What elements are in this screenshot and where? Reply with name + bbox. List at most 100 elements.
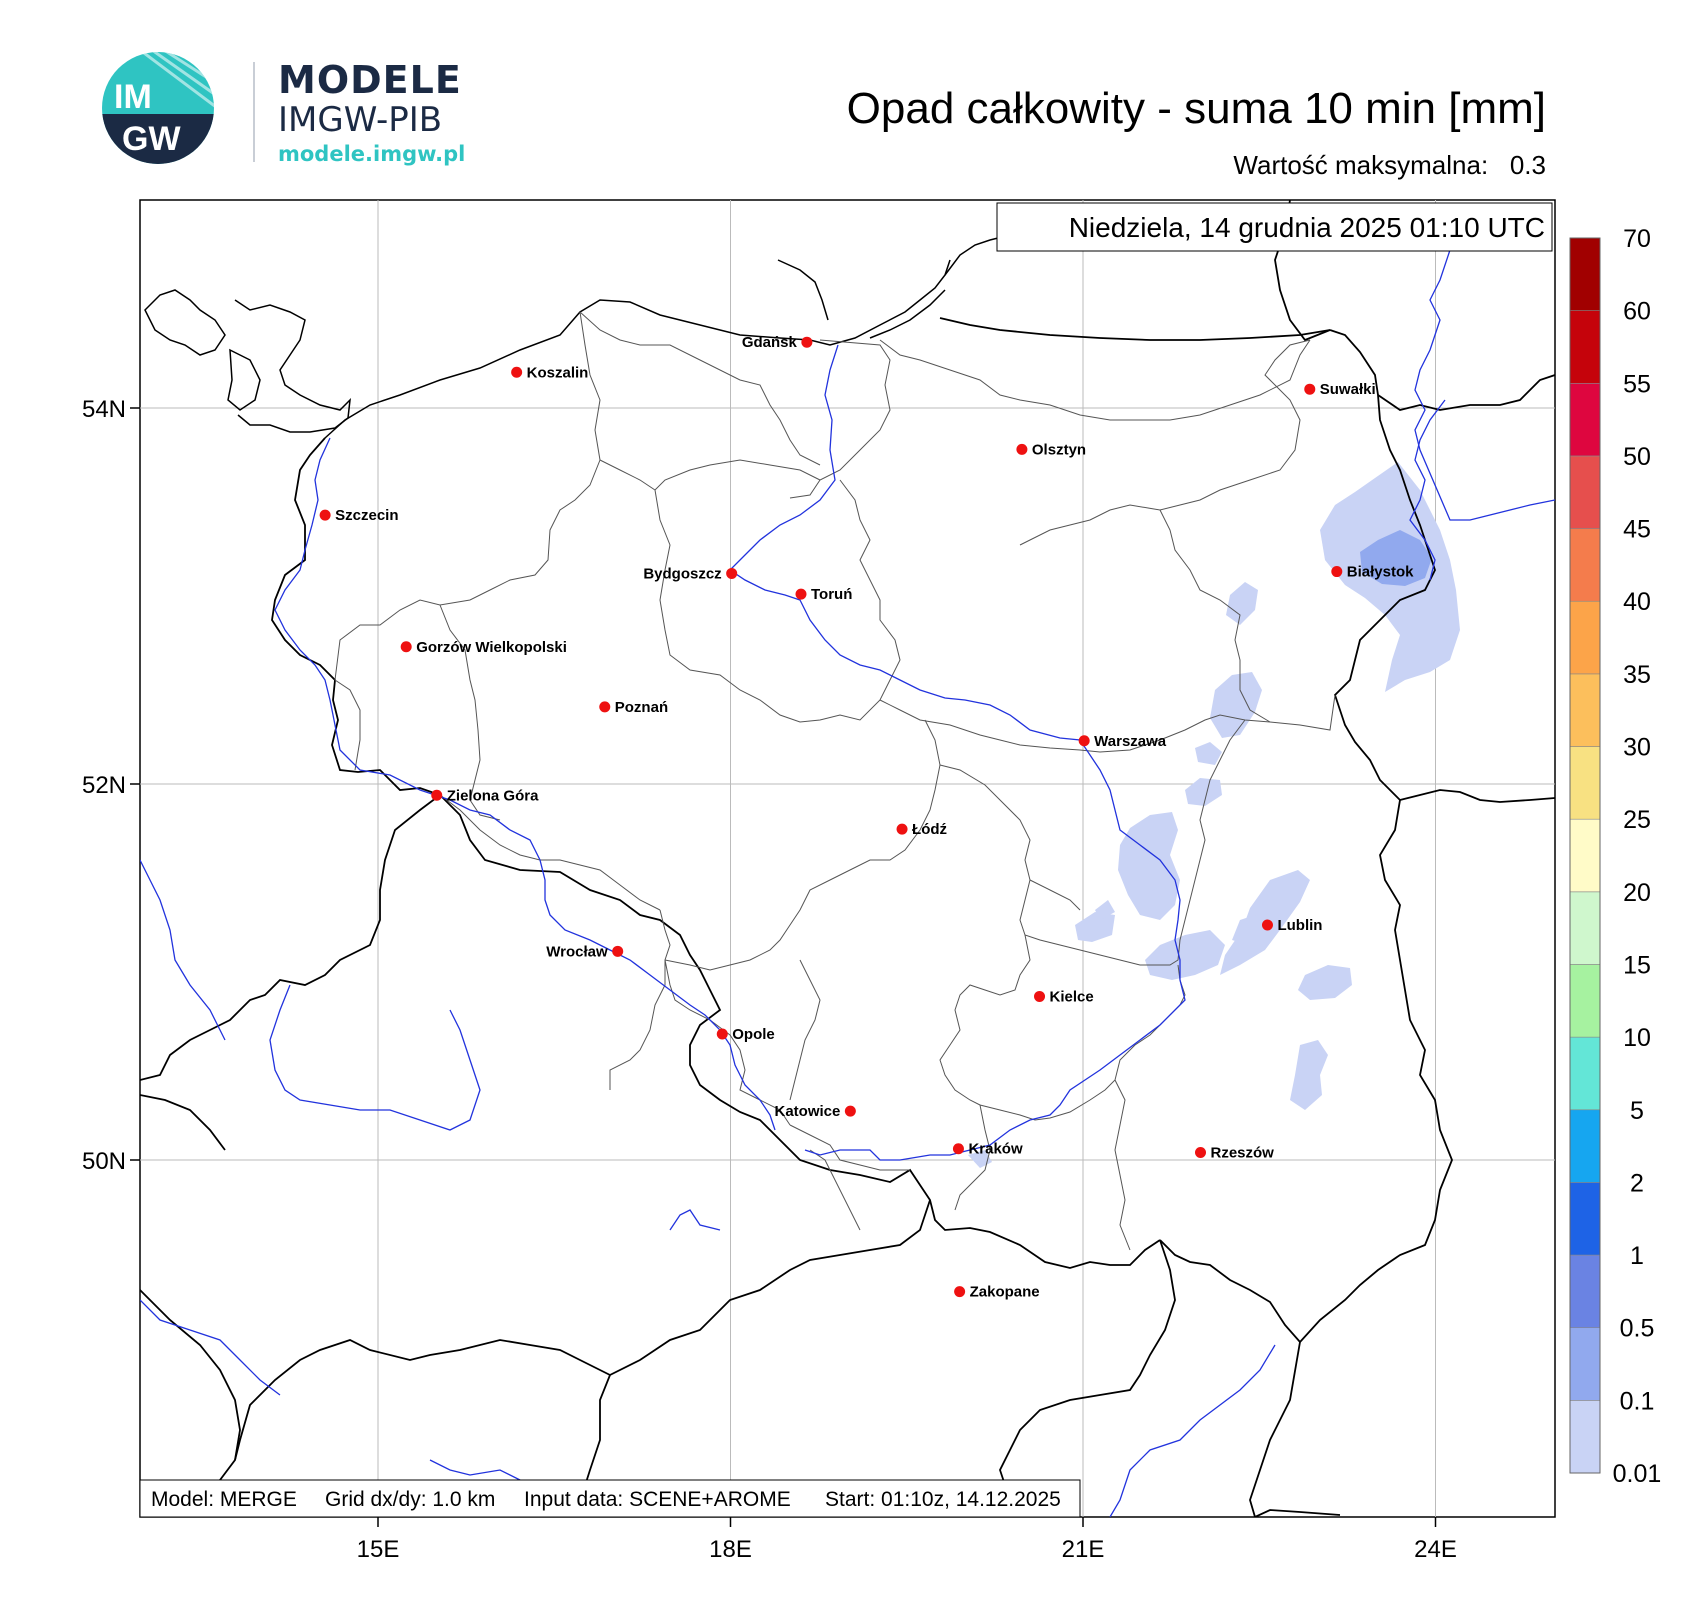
logo-title: MODELE bbox=[278, 58, 462, 102]
logo-divider bbox=[253, 62, 255, 162]
river-south bbox=[669, 1209, 721, 1231]
city: Wrocław bbox=[546, 943, 624, 960]
rain-area-7 bbox=[1140, 888, 1165, 915]
colorbar-label: 0.5 bbox=[1620, 1315, 1655, 1343]
logo-url[interactable]: modele.imgw.pl bbox=[278, 142, 466, 166]
city: Warszawa bbox=[1078, 733, 1167, 750]
date-label: Niedziela, 14 grudnia 2025 01:10 UTC bbox=[1069, 212, 1545, 243]
city-marker bbox=[511, 366, 523, 378]
coast-germany bbox=[227, 348, 261, 411]
city: Poznań bbox=[599, 699, 668, 716]
rain-area-2 bbox=[1210, 672, 1262, 738]
river-vistula bbox=[728, 344, 1186, 1161]
map-axes: 15E 18E 21E 24E 54N 52N 50N bbox=[82, 396, 1457, 1563]
city-label: Koszalin bbox=[527, 364, 589, 381]
colorbar-label: 20 bbox=[1623, 879, 1651, 907]
map-title: Opad całkowity - suma 10 min [mm] bbox=[846, 84, 1546, 133]
province-border bbox=[1159, 509, 1271, 723]
border-de-cz-west bbox=[140, 1094, 226, 1151]
rain-area-5 bbox=[1118, 812, 1180, 920]
city-markers: Gdańsk Koszalin Suwałki Olsztyn Szczecin Biał… bbox=[319, 334, 1414, 1301]
rain-area-6 bbox=[1075, 912, 1115, 942]
city-label: Zakopane bbox=[970, 1284, 1040, 1301]
city-label: Kraków bbox=[968, 1141, 1023, 1158]
border-belarus-ukraine bbox=[1399, 789, 1555, 803]
border-poland-south bbox=[1159, 1239, 1301, 1343]
colorbar-swatch bbox=[1569, 1182, 1601, 1256]
lon-tick-label: 21E bbox=[1062, 1536, 1105, 1563]
province-border bbox=[334, 679, 361, 771]
colorbar-label: 25 bbox=[1623, 806, 1651, 834]
river-oder bbox=[274, 437, 776, 1131]
colorbar-label: 0.01 bbox=[1613, 1460, 1662, 1488]
city-label: Lublin bbox=[1277, 917, 1322, 934]
colorbar-swatch bbox=[1569, 1400, 1601, 1474]
city: Łódź bbox=[896, 821, 947, 838]
city: Zakopane bbox=[954, 1284, 1040, 1301]
colorbar-label: 15 bbox=[1623, 951, 1651, 979]
river-west-1 bbox=[140, 859, 226, 1041]
province-border bbox=[334, 311, 601, 681]
city-label: Toruń bbox=[811, 586, 852, 603]
rain-area-1 bbox=[1226, 582, 1258, 625]
coastline bbox=[144, 231, 1041, 439]
rivers bbox=[140, 249, 1555, 1517]
colorbar-swatch bbox=[1569, 1036, 1601, 1111]
info-grid: Grid dx/dy: 1.0 km bbox=[325, 1488, 495, 1511]
map-frame bbox=[139, 199, 1556, 1518]
border-poland-east bbox=[1299, 329, 1453, 1343]
province-border bbox=[439, 794, 661, 911]
colorbar-swatch bbox=[1569, 673, 1601, 747]
river-bug bbox=[1409, 399, 1446, 581]
coast-rugen bbox=[144, 289, 226, 356]
river-east-south bbox=[1109, 1344, 1276, 1517]
city-marker bbox=[400, 641, 412, 653]
border-cz-at bbox=[234, 1339, 611, 1461]
city-marker bbox=[1195, 1146, 1206, 1158]
info-input: Input data: SCENE+AROME bbox=[524, 1488, 791, 1511]
city: Kraków bbox=[952, 1141, 1023, 1158]
colorbar-swatch bbox=[1569, 382, 1601, 457]
city-marker bbox=[795, 588, 807, 600]
colorbar-label: 2 bbox=[1630, 1169, 1644, 1197]
border-ukraine-ro bbox=[1254, 1509, 1341, 1517]
province-border bbox=[809, 1149, 861, 1231]
rain-area-lublin-s bbox=[1145, 930, 1225, 980]
border-sk-hu bbox=[999, 1239, 1176, 1517]
colorbar-label: 50 bbox=[1623, 443, 1651, 471]
max-value-line: Wartość maksymalna: 0.3 bbox=[1233, 150, 1546, 181]
max-value: 0.3 bbox=[1509, 150, 1546, 180]
rain-area-lublin-sw bbox=[1232, 915, 1262, 945]
province-border bbox=[954, 1104, 991, 1211]
province-border bbox=[789, 339, 891, 499]
city: Gorzów Wielkopolski bbox=[400, 639, 567, 656]
city: Olsztyn bbox=[1016, 441, 1086, 458]
coast-baltic bbox=[324, 259, 951, 439]
province-border bbox=[439, 604, 501, 821]
city: Bydgoszcz bbox=[643, 565, 738, 582]
city-label: Warszawa bbox=[1094, 733, 1167, 750]
border-kaliningrad bbox=[939, 317, 1331, 341]
lon-tick-label: 18E bbox=[709, 1536, 752, 1563]
colorbar-label: 10 bbox=[1623, 1024, 1651, 1052]
colorbar-swatch bbox=[1569, 746, 1601, 820]
border-lithuania-belarus bbox=[1377, 374, 1555, 411]
graticule bbox=[140, 200, 1555, 1517]
colorbar-label: 0.1 bbox=[1620, 1387, 1655, 1415]
city-label: Bydgoszcz bbox=[643, 565, 721, 582]
coast-vistula-spit bbox=[869, 289, 946, 339]
national-borders bbox=[140, 200, 1555, 1517]
precipitation-layer bbox=[968, 462, 1460, 1168]
city-marker bbox=[1034, 990, 1046, 1002]
province-border bbox=[1019, 339, 1311, 546]
colorbar-swatch bbox=[1569, 455, 1601, 529]
city-marker bbox=[431, 789, 443, 801]
city-marker bbox=[952, 1143, 964, 1155]
colorbar-swatch bbox=[1569, 310, 1601, 384]
border-poland-west-north bbox=[271, 437, 1161, 1269]
border-cz-sk bbox=[574, 1199, 931, 1517]
lat-tick-label: 54N bbox=[82, 396, 126, 423]
lon-tick-label: 24E bbox=[1414, 1536, 1457, 1563]
city: Rzeszów bbox=[1195, 1144, 1274, 1161]
lat-tick-label: 50N bbox=[82, 1148, 126, 1175]
